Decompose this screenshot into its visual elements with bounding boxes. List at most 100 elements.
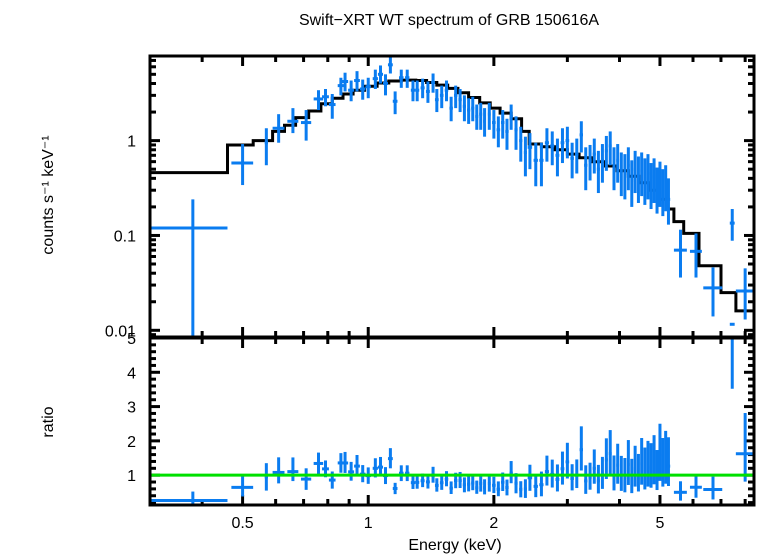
data-point bbox=[272, 114, 285, 143]
data-point bbox=[640, 152, 644, 197]
ratio-point bbox=[467, 475, 471, 492]
ratio-point bbox=[544, 455, 549, 486]
ratio-point bbox=[444, 471, 449, 487]
data-point bbox=[231, 144, 254, 186]
data-point bbox=[444, 80, 449, 102]
ratio-point bbox=[492, 476, 496, 494]
ratio-point bbox=[150, 491, 228, 505]
ratio-point bbox=[646, 440, 650, 487]
data-point bbox=[399, 69, 404, 88]
data-point bbox=[646, 154, 650, 200]
data-point bbox=[475, 104, 479, 130]
data-point bbox=[630, 160, 634, 207]
ratio-point bbox=[287, 457, 299, 482]
chart-title: Swift−XRT WT spectrum of GRB 150616A bbox=[299, 12, 599, 29]
ratio-point bbox=[439, 475, 444, 490]
ratio-point bbox=[415, 475, 420, 489]
ratio-point bbox=[399, 465, 404, 482]
data-point bbox=[500, 110, 505, 139]
data-point bbox=[420, 78, 425, 99]
data-point bbox=[523, 136, 527, 177]
ratio-point bbox=[410, 475, 416, 489]
data-point bbox=[519, 126, 523, 162]
data-point bbox=[505, 118, 509, 150]
ratio-point bbox=[354, 454, 360, 477]
ratio-point bbox=[533, 474, 538, 498]
ratio-point bbox=[579, 426, 583, 471]
ratio-point bbox=[555, 464, 560, 492]
x-tick-label: 2 bbox=[489, 515, 498, 532]
data-point bbox=[467, 98, 471, 124]
data-point bbox=[341, 72, 349, 92]
data-point bbox=[425, 81, 430, 103]
data-point bbox=[544, 128, 549, 162]
data-point bbox=[392, 91, 398, 115]
data-point bbox=[612, 147, 616, 191]
data-point bbox=[383, 74, 388, 96]
ratio-point bbox=[479, 475, 483, 492]
ratio-point bbox=[471, 474, 475, 491]
data-point bbox=[487, 102, 491, 130]
ratio-point bbox=[649, 443, 653, 488]
ratio-point bbox=[359, 465, 366, 483]
ratio-point bbox=[616, 443, 620, 484]
data-point bbox=[359, 79, 366, 100]
data-point bbox=[703, 267, 723, 317]
ratio-point bbox=[496, 481, 501, 497]
ratio-tick-label: 1 bbox=[127, 468, 136, 485]
ratio-point bbox=[596, 464, 600, 494]
ratio-point bbox=[505, 479, 509, 496]
data-point bbox=[462, 95, 467, 122]
data-point bbox=[600, 144, 604, 183]
data-point bbox=[300, 110, 312, 141]
x-tick-label: 1 bbox=[364, 515, 373, 532]
data-point bbox=[492, 110, 496, 139]
y-tick-label: 0.1 bbox=[114, 228, 136, 245]
data-point bbox=[596, 150, 600, 194]
data-point bbox=[415, 80, 420, 102]
data-point bbox=[579, 121, 583, 153]
ratio-point bbox=[640, 438, 644, 485]
data-point bbox=[431, 73, 435, 93]
data-point bbox=[729, 209, 735, 241]
data-point bbox=[619, 152, 623, 197]
ratio-point bbox=[449, 481, 453, 495]
ratio-point bbox=[523, 479, 527, 498]
ratio-point bbox=[377, 456, 384, 476]
ratio-point bbox=[735, 413, 754, 482]
data-point bbox=[666, 178, 671, 225]
data-point bbox=[565, 126, 570, 159]
data-point bbox=[453, 85, 458, 109]
ratio-point bbox=[313, 452, 324, 475]
data-point bbox=[550, 131, 555, 166]
data-point bbox=[588, 144, 592, 181]
data-point bbox=[328, 94, 336, 119]
x-tick-label: 0.5 bbox=[231, 515, 253, 532]
data-point bbox=[365, 77, 371, 99]
data-point bbox=[527, 133, 533, 170]
data-point bbox=[439, 85, 444, 109]
data-point bbox=[608, 131, 612, 166]
data-point bbox=[458, 89, 462, 113]
data-point bbox=[555, 138, 560, 177]
data-point bbox=[496, 116, 501, 148]
y-tick-label: 1 bbox=[127, 134, 136, 151]
data-point bbox=[509, 104, 513, 130]
data-point bbox=[636, 156, 640, 203]
ratio-point bbox=[300, 468, 312, 490]
data-point bbox=[348, 80, 355, 102]
ratio-point bbox=[633, 445, 637, 487]
ratio-point bbox=[519, 481, 523, 498]
ratio-point bbox=[612, 455, 616, 491]
ratio-point bbox=[425, 474, 430, 489]
ratio-point bbox=[264, 463, 268, 491]
data-point bbox=[410, 80, 416, 102]
ratio-tick-label: 4 bbox=[127, 365, 136, 382]
data-point bbox=[150, 199, 228, 337]
data-point bbox=[735, 268, 754, 320]
ratio-point bbox=[565, 442, 570, 479]
data-point bbox=[313, 90, 324, 111]
data-point bbox=[449, 96, 453, 122]
ratio-point bbox=[600, 456, 604, 489]
ratio-point bbox=[387, 448, 393, 469]
